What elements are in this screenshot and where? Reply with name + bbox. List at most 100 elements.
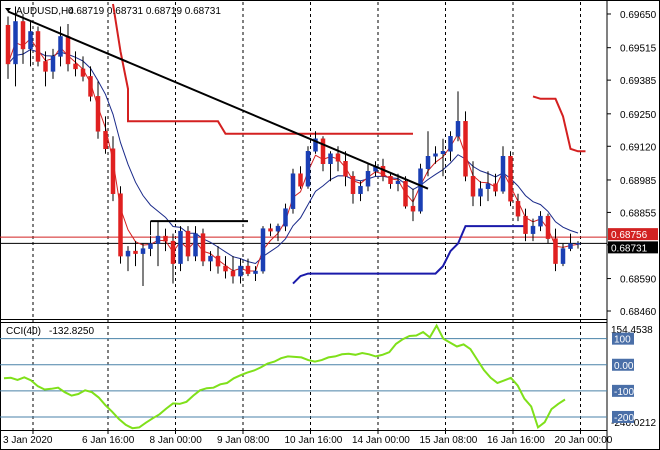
candle-bull (448, 136, 453, 152)
candle-bull (283, 208, 288, 227)
time-axis: 3 Jan 2020 6 Jan 16:00 8 Jan 00:00 9 Jan 08… (3, 430, 613, 446)
price-tick-label: 0.68985 (620, 176, 657, 187)
price-tick-label: 0.68460 (620, 307, 657, 318)
current-price-lines (0, 236, 607, 244)
candle-bear (170, 240, 176, 264)
trendlines[interactable] (7, 10, 429, 236)
candle-bear (523, 215, 528, 234)
cci-level-tag-box (612, 332, 634, 345)
cci-label: CCI(40) (6, 326, 41, 337)
candle-bear (20, 21, 26, 50)
price-panel[interactable] (1, 1, 607, 319)
candle-bull (313, 138, 318, 152)
candle-bull (485, 183, 491, 189)
candle-bull (148, 243, 153, 249)
candle-bear (403, 180, 408, 207)
candle-bear (95, 96, 101, 132)
candle-bear (80, 68, 86, 77)
candle-bull (358, 185, 363, 194)
chart-header: AUDUSD,H4 0.68719 0.68731 0.68719 0.6873… (5, 6, 221, 17)
price-tick-label: 0.69385 (620, 76, 657, 87)
date-tick-label: 20 Jan 00:00 (555, 435, 613, 446)
cci-value: -132.8250 (49, 326, 94, 337)
candle-bull (238, 265, 243, 277)
candle-bear (410, 205, 416, 212)
candle-bear (230, 270, 236, 277)
cci-line (3, 323, 566, 430)
candle-bear (515, 200, 521, 217)
symbol-timeframe: AUDUSD,H4 (16, 6, 74, 17)
candle-bull (208, 255, 213, 262)
candle-bull (538, 215, 543, 227)
cci-level-tag-box (612, 384, 634, 397)
date-tick-label: 9 Jan 08:00 (217, 435, 270, 446)
price-tick-label: 0.69515 (620, 44, 657, 55)
candle-bear (88, 76, 93, 97)
stop-line-red (532, 95, 586, 153)
candle-bear (185, 230, 191, 257)
candle-bear (298, 173, 303, 187)
candle-bull (260, 228, 266, 272)
candle-bull (440, 151, 446, 155)
candle-bear (118, 193, 123, 257)
candle-bear (43, 61, 48, 72)
candle-bear (350, 175, 356, 194)
candle-bear (493, 183, 498, 192)
date-tick-label: 8 Jan 00:00 (150, 435, 203, 446)
date-tick-label: 3 Jan 2020 (3, 435, 53, 446)
candle-bull (290, 173, 296, 209)
candle-bull (140, 248, 146, 254)
date-tick-label: 10 Jan 16:00 (285, 435, 343, 446)
candle-bear (335, 153, 341, 162)
candle-bull (28, 31, 33, 50)
price-tick-label: 0.68855 (620, 208, 657, 219)
cci-min-label: -240.0212 (611, 418, 656, 429)
stop-line-blue (292, 225, 526, 285)
cci-level-tag-box (612, 410, 634, 423)
candle-bear (553, 238, 558, 264)
candle-bull (58, 36, 63, 57)
candle-bear (463, 121, 468, 177)
candle-bull (455, 121, 461, 137)
price-tick-label: 0.69650 (620, 10, 657, 21)
trendline[interactable] (7, 10, 429, 190)
candle-bull (193, 233, 198, 257)
ma-blue-line (7, 49, 579, 265)
cci-level-tag-label: 100 (614, 335, 631, 346)
candle-bear (245, 265, 251, 274)
candle-bull (425, 156, 431, 169)
price-tag-label: 0.68756 (611, 230, 648, 241)
candle-bull (365, 170, 371, 187)
candle-bull (560, 248, 566, 264)
date-tick-label: 14 Jan 00:00 (352, 435, 410, 446)
candle-bear (5, 24, 11, 65)
cci-level-tag-box (612, 358, 634, 371)
candle-bear (388, 175, 393, 184)
price-tag-box (608, 241, 658, 254)
date-tick-label: 16 Jan 16:00 (487, 435, 545, 446)
cci-level-tag-label: -100 (614, 387, 634, 398)
candle-bull (478, 188, 483, 197)
candle-bull (125, 250, 131, 257)
candle-bear (73, 63, 78, 70)
price-tick-label: 0.69120 (620, 142, 657, 153)
date-tick-label: 6 Jan 16:00 (82, 435, 135, 446)
date-tick-label: 15 Jan 08:00 (420, 435, 478, 446)
candle-bear (320, 138, 326, 164)
candles (5, 6, 581, 287)
candle-bull (155, 235, 161, 244)
cci-level-tag-label: -200 (614, 413, 634, 424)
candle-bull (433, 153, 438, 157)
price-tag-box (608, 228, 658, 241)
triangle-down-icon[interactable] (5, 8, 11, 12)
cci-series (3, 323, 566, 430)
candle-bear (103, 131, 108, 150)
cci-header: CCI(40) -132.8250 (6, 326, 94, 337)
price-tick-label: 0.69250 (620, 110, 657, 121)
trailing-stop-lines (112, 3, 586, 285)
vertical-grid (32, 2, 581, 430)
candle-bear (343, 160, 348, 177)
cci-levels (0, 338, 607, 418)
candle-bear (163, 235, 168, 242)
